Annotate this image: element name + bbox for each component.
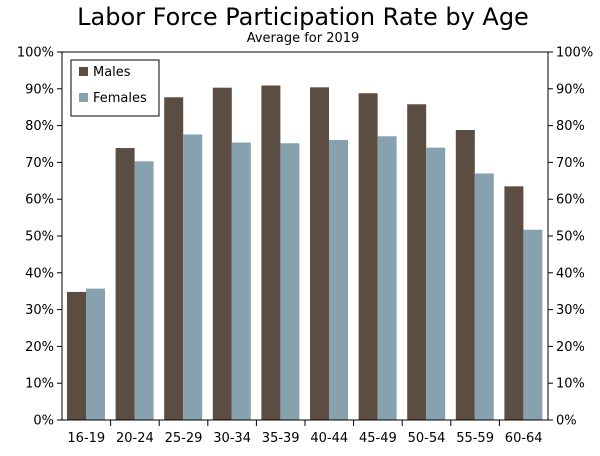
- x-tick-label: 16-19: [67, 431, 105, 446]
- right-y-tick-label: 100%: [556, 46, 593, 61]
- bar-males-16-19: [67, 291, 86, 420]
- bar-males-45-49: [358, 93, 378, 420]
- x-tick-label: 30-34: [213, 431, 251, 446]
- right-y-tick-label: 70%: [556, 156, 585, 171]
- bar-males-60-64: [504, 186, 524, 420]
- x-tick-label: 35-39: [262, 431, 300, 446]
- x-tick-label: 50-54: [408, 431, 446, 446]
- bar-males-35-39: [261, 85, 281, 420]
- legend-swatch-females: [79, 93, 88, 102]
- right-y-tick-label: 90%: [556, 82, 585, 97]
- left-y-tick-label: 40%: [25, 266, 54, 281]
- left-y-tick-label: 60%: [25, 193, 54, 208]
- left-y-tick-label: 30%: [25, 303, 54, 318]
- left-y-tick-label: 80%: [25, 119, 54, 134]
- bar-females-16-19: [86, 288, 105, 420]
- left-y-tick-label: 10%: [25, 377, 54, 392]
- bar-males-40-44: [310, 87, 329, 420]
- left-y-tick-label: 50%: [25, 230, 54, 245]
- bar-females-40-44: [329, 139, 348, 420]
- bar-males-20-24: [115, 148, 135, 420]
- bar-females-35-39: [280, 143, 300, 420]
- right-y-tick-label: 20%: [556, 340, 585, 355]
- left-y-axis: 0% 10% 20% 30% 40% 50% 60% 70% 80% 90% 100%: [17, 46, 62, 429]
- right-y-tick-label: 80%: [556, 119, 585, 134]
- left-y-tick-label: 100%: [17, 46, 54, 61]
- right-y-tick-label: 10%: [556, 377, 585, 392]
- bar-females-45-49: [377, 136, 397, 420]
- left-y-tick-label: 20%: [25, 340, 54, 355]
- bar-females-30-34: [231, 142, 251, 420]
- bar-females-60-64: [523, 229, 543, 420]
- left-y-tick-label: 70%: [25, 156, 54, 171]
- legend-swatch-males: [79, 67, 88, 76]
- bar-males-25-29: [164, 97, 184, 420]
- bar-females-25-29: [183, 134, 203, 420]
- x-tick-label: 40-44: [310, 431, 348, 446]
- x-tick-label: 45-49: [359, 431, 397, 446]
- legend-label-males: Males: [93, 65, 131, 80]
- bar-series: [67, 85, 543, 421]
- chart-subtitle: Average for 2019: [247, 31, 360, 46]
- bar-males-50-54: [407, 104, 427, 421]
- bar-females-50-54: [426, 147, 446, 420]
- bar-males-55-59: [455, 130, 475, 421]
- x-tick-label: 60-64: [505, 431, 543, 446]
- chart-title: Labor Force Participation Rate by Age: [77, 3, 529, 31]
- plot-frame: [61, 51, 549, 421]
- bar-females-20-24: [134, 161, 154, 420]
- right-y-tick-label: 50%: [556, 230, 585, 245]
- right-y-axis: 0% 10% 20% 30% 40% 50% 60% 70% 80% 90% 100%: [548, 46, 593, 429]
- left-y-tick-label: 0%: [33, 414, 54, 429]
- right-y-tick-label: 30%: [556, 303, 585, 318]
- right-y-tick-label: 60%: [556, 193, 585, 208]
- right-y-tick-label: 0%: [556, 414, 577, 429]
- x-tick-label: 25-29: [165, 431, 203, 446]
- right-y-tick-label: 40%: [556, 266, 585, 281]
- x-tick-label: 55-59: [456, 431, 494, 446]
- bar-females-55-59: [474, 173, 494, 420]
- x-tick-label: 20-24: [116, 431, 154, 446]
- left-y-tick-label: 90%: [25, 82, 54, 97]
- legend-label-females: Females: [93, 91, 147, 106]
- bar-males-30-34: [212, 87, 232, 421]
- legend: Males Females: [70, 59, 160, 117]
- x-axis: 16-19 20-24 25-29 30-34 35-39 40-44 45-49 50-54…: [67, 420, 543, 446]
